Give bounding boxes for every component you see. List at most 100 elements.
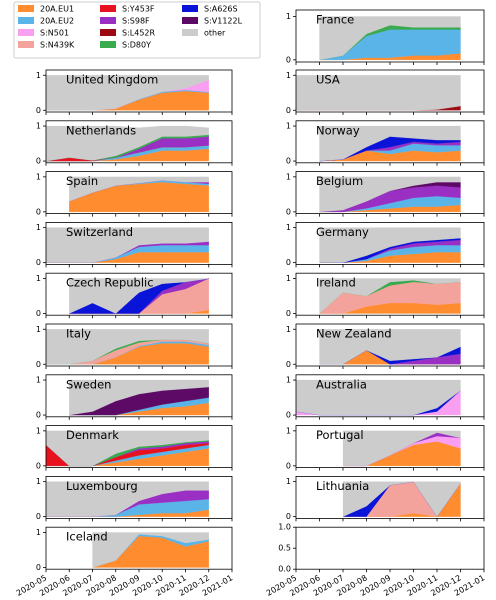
panel	[69, 379, 209, 416]
panel-title: Denmark	[66, 428, 119, 442]
panel	[45, 125, 209, 162]
area	[319, 329, 461, 365]
y-tick-label: 1	[286, 274, 291, 283]
legend-label: S:N439K	[40, 41, 75, 50]
area	[45, 329, 209, 365]
panel-title: Iceland	[66, 530, 108, 544]
y-tick-label: 1.0	[278, 523, 291, 532]
panel	[69, 278, 209, 314]
panel-title: Luxembourg	[66, 479, 138, 493]
panel	[45, 329, 209, 365]
panel-title: Norway	[316, 123, 360, 137]
panel-title: United Kingdom	[66, 73, 158, 87]
panel-title: Netherlands	[66, 123, 136, 137]
y-tick-label: 0	[286, 512, 291, 521]
area	[45, 75, 209, 111]
area	[319, 176, 461, 213]
panel	[45, 430, 209, 466]
y-tick-label: 0	[286, 461, 291, 470]
panel	[319, 329, 461, 365]
legend-label: S:S98F	[122, 17, 150, 26]
legend-label: 20A.EU1	[40, 5, 74, 14]
panel	[342, 430, 461, 466]
panel	[45, 481, 209, 517]
panel-title: Lithuania	[316, 479, 369, 493]
panel	[295, 379, 461, 416]
legend-swatch	[100, 29, 116, 36]
y-tick-label: 0	[36, 207, 41, 216]
panel	[45, 75, 209, 111]
panel-title: Sweden	[66, 377, 111, 391]
panel	[69, 176, 209, 212]
y-tick-label: 0	[36, 411, 41, 420]
legend-swatch	[100, 17, 116, 24]
y-tick-label: 0	[36, 512, 41, 521]
panel-title: Germany	[316, 225, 369, 239]
area	[295, 379, 461, 416]
panel	[92, 532, 209, 568]
panel-title: Australia	[316, 377, 367, 391]
y-tick-label: 1	[36, 122, 41, 131]
y-tick-label: 1	[36, 172, 41, 181]
area	[45, 125, 209, 162]
y-tick-label: 1	[36, 376, 41, 385]
y-tick-label: 0	[36, 157, 41, 166]
area	[69, 379, 209, 416]
y-tick-label: 0	[286, 207, 291, 216]
panel-title: USA	[316, 73, 340, 87]
panel	[319, 16, 461, 61]
legend-label: S:N501	[40, 29, 69, 38]
legend-box	[13, 1, 261, 59]
panel-title: France	[316, 13, 354, 27]
y-tick-label: 1	[286, 172, 291, 181]
y-tick-label: 1	[286, 223, 291, 232]
y-tick-label: 0	[286, 309, 291, 318]
y-tick-label: 1	[286, 426, 291, 435]
y-tick-label: 0.0	[278, 565, 291, 574]
y-tick-label: 1	[286, 376, 291, 385]
y-tick-label: 0	[36, 563, 41, 572]
y-tick-label: 0	[286, 360, 291, 369]
y-tick-label: 1	[36, 325, 41, 334]
panel-title: Portugal	[316, 428, 364, 442]
legend-swatch	[182, 17, 198, 24]
panel	[45, 227, 209, 263]
y-tick-label: 0	[286, 411, 291, 420]
legend-label: S:V1122L	[204, 17, 243, 26]
y-tick-label: 0.5	[278, 544, 291, 553]
panel	[342, 481, 461, 517]
y-tick-label: 1	[36, 223, 41, 232]
y-tick-label: 0	[286, 55, 291, 64]
area	[295, 75, 461, 111]
legend-label: S:Y453F	[122, 5, 155, 14]
panel	[295, 75, 461, 111]
y-tick-label: 1	[36, 528, 41, 537]
area	[342, 430, 461, 466]
legend-label: S:D80Y	[122, 41, 151, 50]
panel	[319, 227, 461, 263]
y-tick-label: 1	[36, 426, 41, 435]
legend-label: S:A626S	[204, 5, 238, 14]
legend-label: S:L452R	[122, 29, 156, 38]
y-tick-label: 0	[36, 461, 41, 470]
area	[319, 16, 461, 61]
panel	[319, 176, 461, 213]
y-tick-label: 0	[286, 106, 291, 115]
legend-swatch	[18, 41, 34, 48]
y-tick-label: 0	[286, 258, 291, 267]
panel-title: Belgium	[316, 174, 363, 188]
y-tick-label: 0	[36, 258, 41, 267]
y-tick-label: 1	[286, 71, 291, 80]
area	[69, 278, 209, 314]
legend-swatch	[100, 5, 116, 12]
area	[319, 227, 461, 263]
panel-title: Czech Republic	[66, 276, 154, 290]
area	[319, 125, 461, 162]
legend-swatch	[182, 29, 198, 36]
area	[342, 481, 461, 517]
panel-title: New Zealand	[316, 327, 392, 341]
y-tick-label: 1	[36, 274, 41, 283]
panel-title: Switzerland	[66, 225, 133, 239]
axes-frame	[295, 526, 485, 570]
